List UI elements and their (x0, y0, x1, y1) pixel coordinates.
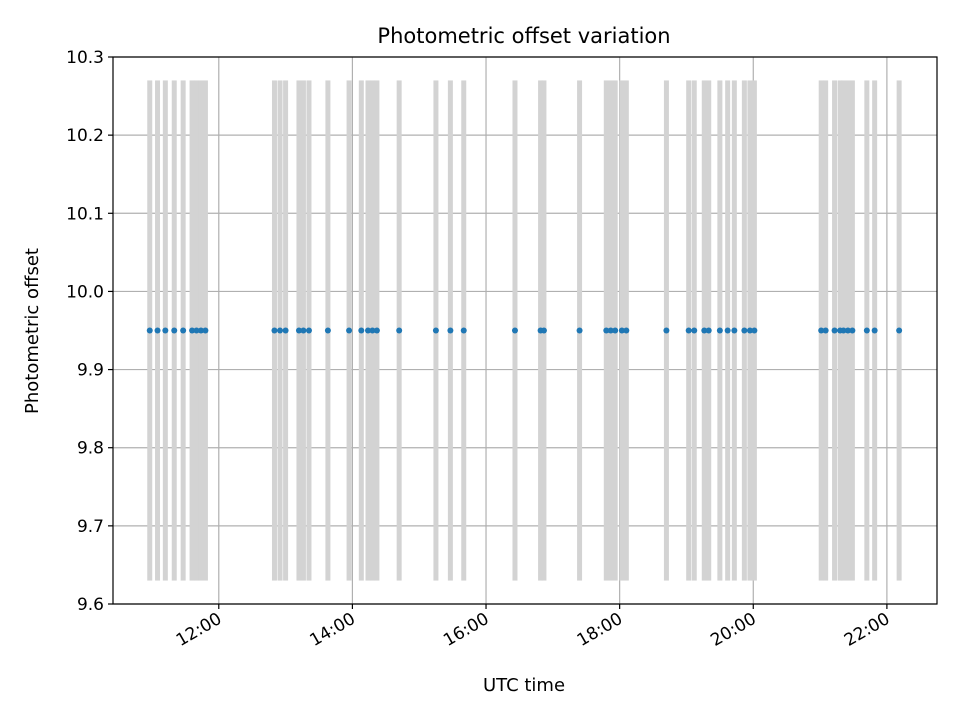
data-point (849, 327, 856, 334)
data-point (603, 327, 610, 334)
x-tick-label: 22:00 (841, 609, 893, 651)
data-point (511, 327, 518, 334)
data-point (162, 327, 169, 334)
x-axis-title: UTC time (483, 675, 565, 696)
observation-bands (147, 80, 902, 581)
data-point (180, 327, 187, 334)
data-point (432, 327, 439, 334)
data-point (154, 327, 161, 334)
y-tick-label: 9.8 (77, 439, 104, 459)
data-point (840, 327, 847, 334)
data-point (300, 327, 307, 334)
data-point (369, 327, 376, 334)
data-point (277, 327, 284, 334)
y-tick-label: 10.1 (66, 204, 104, 224)
data-point (189, 327, 196, 334)
data-point (282, 327, 289, 334)
data-points (146, 327, 903, 334)
data-point (623, 327, 630, 334)
data-point (896, 327, 903, 334)
data-point (871, 327, 878, 334)
data-point (460, 327, 467, 334)
y-tick-label: 10.0 (66, 282, 104, 302)
data-point (746, 327, 753, 334)
data-point (295, 327, 302, 334)
data-point (844, 327, 851, 334)
data-point (202, 327, 209, 334)
chart-title: Photometric offset variation (377, 24, 670, 48)
data-point (818, 327, 825, 334)
data-point (193, 327, 200, 334)
x-tick-label: 16:00 (440, 609, 492, 651)
data-point (271, 327, 278, 334)
x-tick-label: 20:00 (707, 609, 759, 651)
plot-frame (112, 56, 938, 605)
data-point (685, 327, 692, 334)
data-point (146, 327, 153, 334)
data-point (705, 327, 712, 334)
data-point (863, 327, 870, 334)
data-point (612, 327, 619, 334)
data-point (822, 327, 829, 334)
data-point (305, 327, 312, 334)
y-tick-label: 9.6 (77, 595, 104, 615)
x-axis: 12:00 14:00 16:00 18:00 20:00 22:00 (173, 604, 893, 651)
data-point (701, 327, 708, 334)
data-point (618, 327, 625, 334)
data-point (540, 327, 547, 334)
data-point (831, 327, 838, 334)
y-tick-label: 10.2 (66, 126, 104, 146)
data-point (324, 327, 331, 334)
x-tick-label: 18:00 (574, 609, 626, 651)
x-tick-label: 12:00 (173, 609, 225, 651)
data-point (373, 327, 380, 334)
y-tick-label: 9.7 (77, 517, 104, 537)
data-point (731, 327, 738, 334)
y-axis-title: Photometric offset (22, 248, 43, 414)
data-point (358, 327, 365, 334)
data-point (751, 327, 758, 334)
data-point (197, 327, 204, 334)
data-point (741, 327, 748, 334)
data-point (171, 327, 178, 334)
data-point (607, 327, 614, 334)
data-point (691, 327, 698, 334)
data-point (396, 327, 403, 334)
data-point (716, 327, 723, 334)
data-point (576, 327, 583, 334)
x-tick-label: 14:00 (306, 609, 358, 651)
data-point (364, 327, 371, 334)
y-axis: 9.6 9.7 9.8 9.9 10.0 10.1 10.2 10.3 (66, 48, 113, 615)
data-point (663, 327, 670, 334)
data-point (724, 327, 731, 334)
data-point (447, 327, 454, 334)
data-point (346, 327, 353, 334)
y-tick-label: 10.3 (66, 48, 104, 68)
y-tick-label: 9.9 (77, 361, 104, 381)
grid (113, 56, 937, 605)
